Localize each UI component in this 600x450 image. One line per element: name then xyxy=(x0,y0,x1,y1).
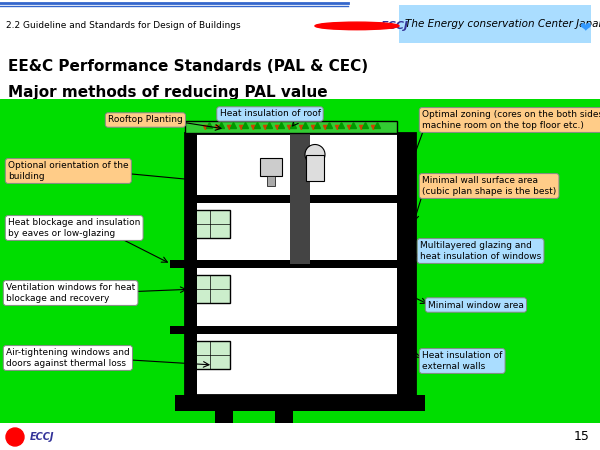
Text: 15: 15 xyxy=(574,431,590,444)
Text: The Energy conservation Center Japan: The Energy conservation Center Japan xyxy=(405,19,600,29)
Bar xyxy=(306,154,324,180)
Bar xyxy=(275,411,293,429)
Text: O: O xyxy=(11,432,19,441)
Bar xyxy=(170,325,185,333)
Text: 2.2 Guideline and Standards for Design of Buildings: 2.2 Guideline and Standards for Design o… xyxy=(6,21,241,30)
Text: ECCJ: ECCJ xyxy=(381,21,409,31)
Text: Heat blockage and insulation
by eaves or low-glazing: Heat blockage and insulation by eaves or… xyxy=(8,218,140,238)
Text: Ventilation windows for heat
blockage and recovery: Ventilation windows for heat blockage an… xyxy=(6,284,135,303)
Text: ❤: ❤ xyxy=(579,20,591,34)
Text: O: O xyxy=(353,21,361,31)
Text: Optimal zoning (cores on the both sides,
machine room on the top floor etc.): Optimal zoning (cores on the both sides,… xyxy=(422,110,600,130)
Text: Heat insulation of
external walls: Heat insulation of external walls xyxy=(422,351,502,371)
Text: Major methods of reducing PAL value: Major methods of reducing PAL value xyxy=(8,85,328,100)
Circle shape xyxy=(6,428,24,446)
Bar xyxy=(260,158,282,176)
Bar xyxy=(185,260,415,268)
Bar xyxy=(190,341,230,369)
Text: ECCJ: ECCJ xyxy=(30,432,55,442)
Bar xyxy=(170,260,185,268)
Text: Minimal window area: Minimal window area xyxy=(428,301,524,310)
Bar xyxy=(190,210,230,238)
Circle shape xyxy=(315,22,399,30)
Bar xyxy=(397,133,415,395)
Text: Minimal wall surface area
(cubic plan shape is the best): Minimal wall surface area (cubic plan sh… xyxy=(422,176,556,196)
Bar xyxy=(215,411,233,429)
Text: EE&C Performance Standards (PAL & CEC): EE&C Performance Standards (PAL & CEC) xyxy=(8,59,368,74)
Bar xyxy=(185,133,197,395)
Bar xyxy=(185,121,397,133)
Bar xyxy=(185,133,415,395)
Text: Heat insulation of roof: Heat insulation of roof xyxy=(220,109,320,118)
Bar xyxy=(267,176,275,185)
Bar xyxy=(290,133,310,264)
Text: Rooftop Planting: Rooftop Planting xyxy=(108,116,183,125)
Bar xyxy=(175,395,425,411)
Text: Optional orientation of the
building: Optional orientation of the building xyxy=(8,161,128,181)
Text: Air-tightening windows and
doors against thermal loss: Air-tightening windows and doors against… xyxy=(6,348,130,368)
Circle shape xyxy=(305,144,325,165)
Text: Multilayered glazing and
heat insulation of windows: Multilayered glazing and heat insulation… xyxy=(420,241,541,261)
Bar xyxy=(190,275,230,303)
Bar xyxy=(185,194,415,202)
FancyBboxPatch shape xyxy=(399,5,591,43)
Bar xyxy=(185,325,415,333)
